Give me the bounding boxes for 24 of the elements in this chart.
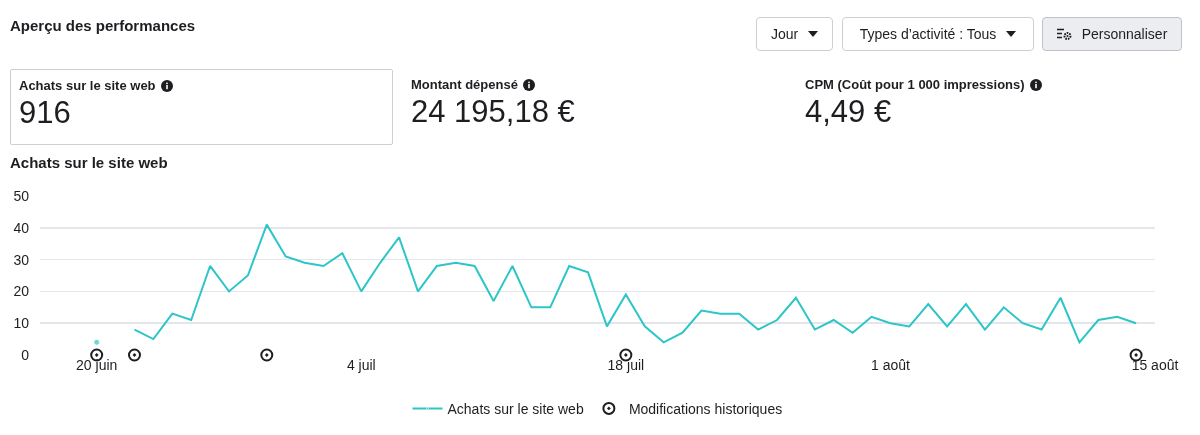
x-tick-label: 20 juin xyxy=(76,357,118,373)
x-tick-label: 4 juil xyxy=(346,357,376,373)
text: Personnaliser xyxy=(1081,26,1168,42)
chart-title: Achats sur le site web xyxy=(10,154,168,172)
text: 916 xyxy=(19,95,72,131)
y-tick-label: 30 xyxy=(13,251,30,268)
y-tick-label: 50 xyxy=(13,187,30,204)
text: 24 195,18 € xyxy=(411,94,576,130)
x-tick-label: 15 août xyxy=(1131,357,1179,373)
text: Types d’activité : Tous xyxy=(859,26,997,42)
text: Montant dépensé xyxy=(411,77,518,92)
text: 4,49 € xyxy=(805,94,893,130)
y-tick-label: 0 xyxy=(21,346,30,363)
y-tick-label: 20 xyxy=(13,283,30,300)
y-tick-label: 40 xyxy=(13,219,30,236)
text: CPM (Coût pour 1 000 impressions) xyxy=(805,77,1025,92)
x-tick-label: 18 juil xyxy=(607,357,645,373)
text: Aperçu des performances xyxy=(10,17,196,34)
text: Jour xyxy=(770,26,799,42)
text: Achats sur le site web xyxy=(19,78,156,93)
legend-label: Modifications historiques xyxy=(628,400,783,417)
legend-label: Achats sur le site web xyxy=(447,400,584,417)
x-tick-label: 1 août xyxy=(870,357,910,373)
y-tick-label: 10 xyxy=(13,315,30,332)
